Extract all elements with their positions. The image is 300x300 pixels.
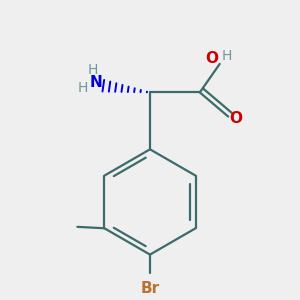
Text: O: O: [230, 110, 243, 125]
Text: Br: Br: [140, 281, 160, 296]
Text: H: H: [88, 63, 98, 76]
Text: H: H: [78, 81, 88, 95]
Text: H: H: [221, 49, 232, 63]
Text: O: O: [205, 51, 218, 66]
Text: N: N: [90, 75, 102, 90]
